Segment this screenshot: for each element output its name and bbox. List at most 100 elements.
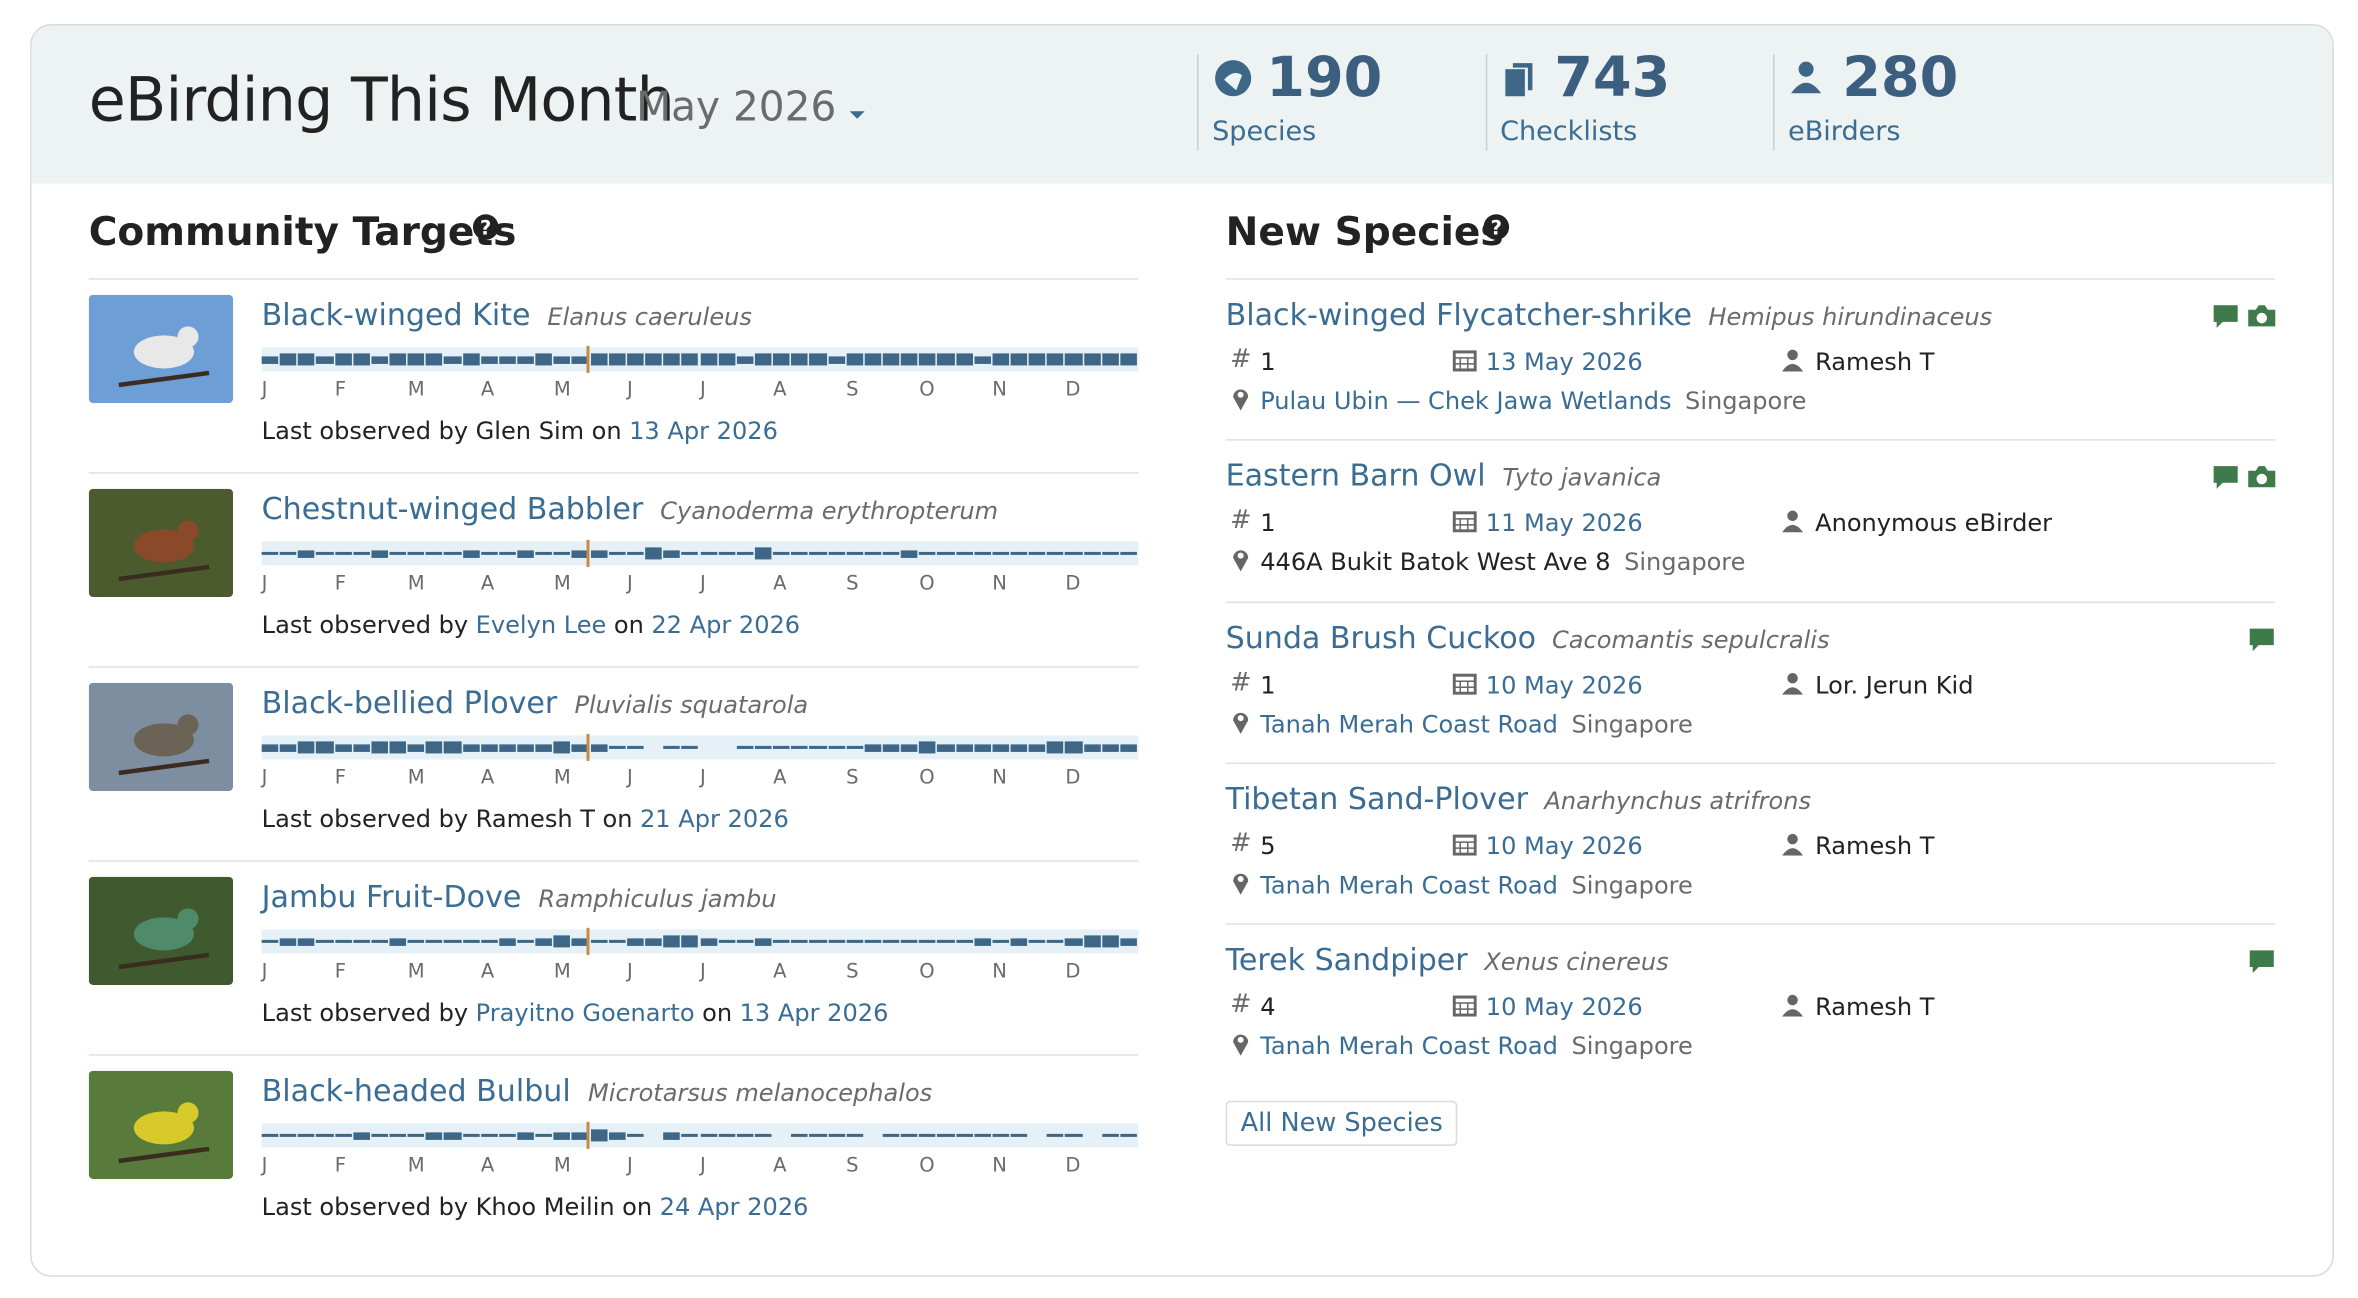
species-name[interactable]: Black-winged Flycatcher-shrike bbox=[1225, 296, 1693, 333]
frequency-bar bbox=[827, 1133, 845, 1137]
frequency-bar bbox=[791, 745, 809, 749]
stat-label: Species bbox=[1212, 115, 1317, 148]
observer[interactable]: Evelyn Lee bbox=[475, 610, 607, 640]
frequency-bar bbox=[626, 551, 644, 555]
month-label: J bbox=[700, 378, 706, 402]
date[interactable]: 10 May 2026 bbox=[1485, 992, 1643, 1022]
frequency-bar bbox=[846, 551, 863, 555]
month-label: F bbox=[334, 960, 346, 984]
observed-date[interactable]: 22 Apr 2026 bbox=[651, 610, 801, 640]
frequency-bar bbox=[900, 743, 918, 752]
species-name[interactable]: Sunda Brush Cuckoo bbox=[1225, 618, 1537, 656]
month-label: S bbox=[846, 378, 859, 402]
frequency-bar bbox=[700, 353, 717, 366]
frequency-bar bbox=[663, 935, 681, 948]
month-label: J bbox=[261, 766, 268, 790]
observer[interactable]: Prayitno Goenarto bbox=[475, 998, 695, 1028]
frequency-bar bbox=[517, 743, 535, 752]
frequency-bar bbox=[480, 355, 498, 364]
scientific-name: Cacomantis sepulcralis bbox=[1551, 624, 1830, 654]
frequency-bar bbox=[261, 551, 279, 555]
location[interactable]: Tanah Merah Coast Road bbox=[1260, 709, 1558, 738]
frequency-bar bbox=[663, 549, 681, 558]
month-label: M bbox=[553, 960, 571, 984]
frequency-bar bbox=[1101, 353, 1119, 366]
species-name[interactable]: Black-bellied Plover bbox=[261, 684, 558, 721]
frequency-bar bbox=[553, 1131, 571, 1140]
person-icon bbox=[1782, 349, 1804, 378]
frequency-bar bbox=[663, 1131, 681, 1140]
frequency-bar bbox=[590, 743, 608, 752]
species-name[interactable]: Tibetan Sand-Plover bbox=[1225, 780, 1528, 817]
species-name[interactable]: Jambu Fruit-Dove bbox=[261, 878, 522, 915]
month-label: M bbox=[553, 766, 571, 790]
frequency-bar bbox=[791, 1133, 809, 1137]
species-name[interactable]: Terek Sandpiper bbox=[1225, 941, 1468, 978]
species-name[interactable]: Black-headed Bulbul bbox=[261, 1072, 571, 1109]
frequency-bar bbox=[974, 551, 991, 555]
observed-date[interactable]: 21 Apr 2026 bbox=[639, 804, 789, 834]
date[interactable]: 13 May 2026 bbox=[1485, 347, 1643, 376]
month-label: S bbox=[846, 960, 859, 984]
month-label: J bbox=[700, 572, 706, 596]
frequency-bar bbox=[718, 1133, 736, 1137]
count: 1 bbox=[1260, 347, 1276, 376]
frequency-bar bbox=[809, 939, 827, 943]
frequency-bar bbox=[827, 355, 845, 364]
frequency-bar bbox=[1101, 935, 1119, 948]
row-divider bbox=[88, 1054, 1139, 1056]
pin-icon bbox=[1232, 871, 1250, 901]
frequency-bar bbox=[279, 1133, 297, 1137]
frequency-bar bbox=[937, 353, 955, 366]
observed-date[interactable]: 13 Apr 2026 bbox=[629, 416, 778, 446]
species-name[interactable]: Chestnut-winged Babbler bbox=[261, 490, 644, 527]
frequency-bar bbox=[462, 353, 480, 366]
bird-photo bbox=[88, 1070, 234, 1180]
frequency-bar bbox=[1065, 1133, 1083, 1137]
frequency-bar bbox=[955, 551, 973, 555]
last-observed: Last observed by Glen Sim on 13 Apr 2026 bbox=[262, 417, 778, 446]
month-label: O bbox=[919, 960, 935, 984]
frequency-bar bbox=[572, 937, 589, 946]
location[interactable]: Tanah Merah Coast Road bbox=[1260, 1031, 1558, 1061]
frequency-bar bbox=[663, 353, 681, 366]
scientific-name: Hemipus hirundinaceus bbox=[1708, 302, 1993, 331]
card bbox=[30, 24, 2334, 1277]
observer: Khoo Meilin bbox=[475, 1192, 615, 1222]
region: Singapore bbox=[1624, 547, 1746, 577]
frequency-bar bbox=[480, 939, 498, 943]
frequency-bar bbox=[444, 741, 462, 754]
frequency-bar bbox=[681, 551, 699, 555]
observer: Anonymous eBirder bbox=[1815, 508, 2053, 538]
location[interactable]: Tanah Merah Coast Road bbox=[1260, 870, 1558, 900]
species-name[interactable]: Eastern Barn Owl bbox=[1225, 457, 1486, 494]
all-new-species-button[interactable]: All New Species bbox=[1225, 1100, 1458, 1146]
frequency-bar bbox=[590, 549, 608, 558]
frequency-bar bbox=[900, 549, 918, 558]
current-week bbox=[586, 1121, 590, 1149]
date[interactable]: 11 May 2026 bbox=[1485, 508, 1643, 538]
date[interactable]: 10 May 2026 bbox=[1485, 670, 1643, 699]
frequency-bar bbox=[1028, 551, 1046, 555]
frequency-bar bbox=[1101, 551, 1119, 555]
frequency-bar bbox=[700, 551, 717, 555]
frequency-bar bbox=[955, 1133, 973, 1137]
stat-label: eBirders bbox=[1788, 115, 1901, 148]
frequency-bar bbox=[1010, 1133, 1028, 1137]
frequency-bar bbox=[773, 551, 790, 555]
month-label: D bbox=[1065, 1154, 1081, 1178]
location[interactable]: Pulau Ubin — Chek Jawa Wetlands bbox=[1260, 386, 1672, 416]
scientific-name: Anarhynchus atrifrons bbox=[1544, 786, 1812, 815]
frequency-bar bbox=[407, 353, 425, 366]
date[interactable]: 10 May 2026 bbox=[1485, 831, 1643, 861]
observed-date[interactable]: 13 Apr 2026 bbox=[739, 998, 889, 1028]
scientific-name: Pluvialis squatarola bbox=[574, 690, 809, 719]
month-label: M bbox=[407, 572, 425, 596]
species-name[interactable]: Black-winged Kite bbox=[261, 296, 531, 333]
current-week bbox=[586, 927, 590, 955]
observed-date[interactable]: 24 Apr 2026 bbox=[659, 1192, 809, 1222]
frequency-bar bbox=[809, 353, 827, 366]
frequency-bar bbox=[352, 551, 370, 555]
month-select[interactable]: May 2026 bbox=[636, 84, 837, 131]
stat-divider bbox=[1197, 54, 1199, 151]
